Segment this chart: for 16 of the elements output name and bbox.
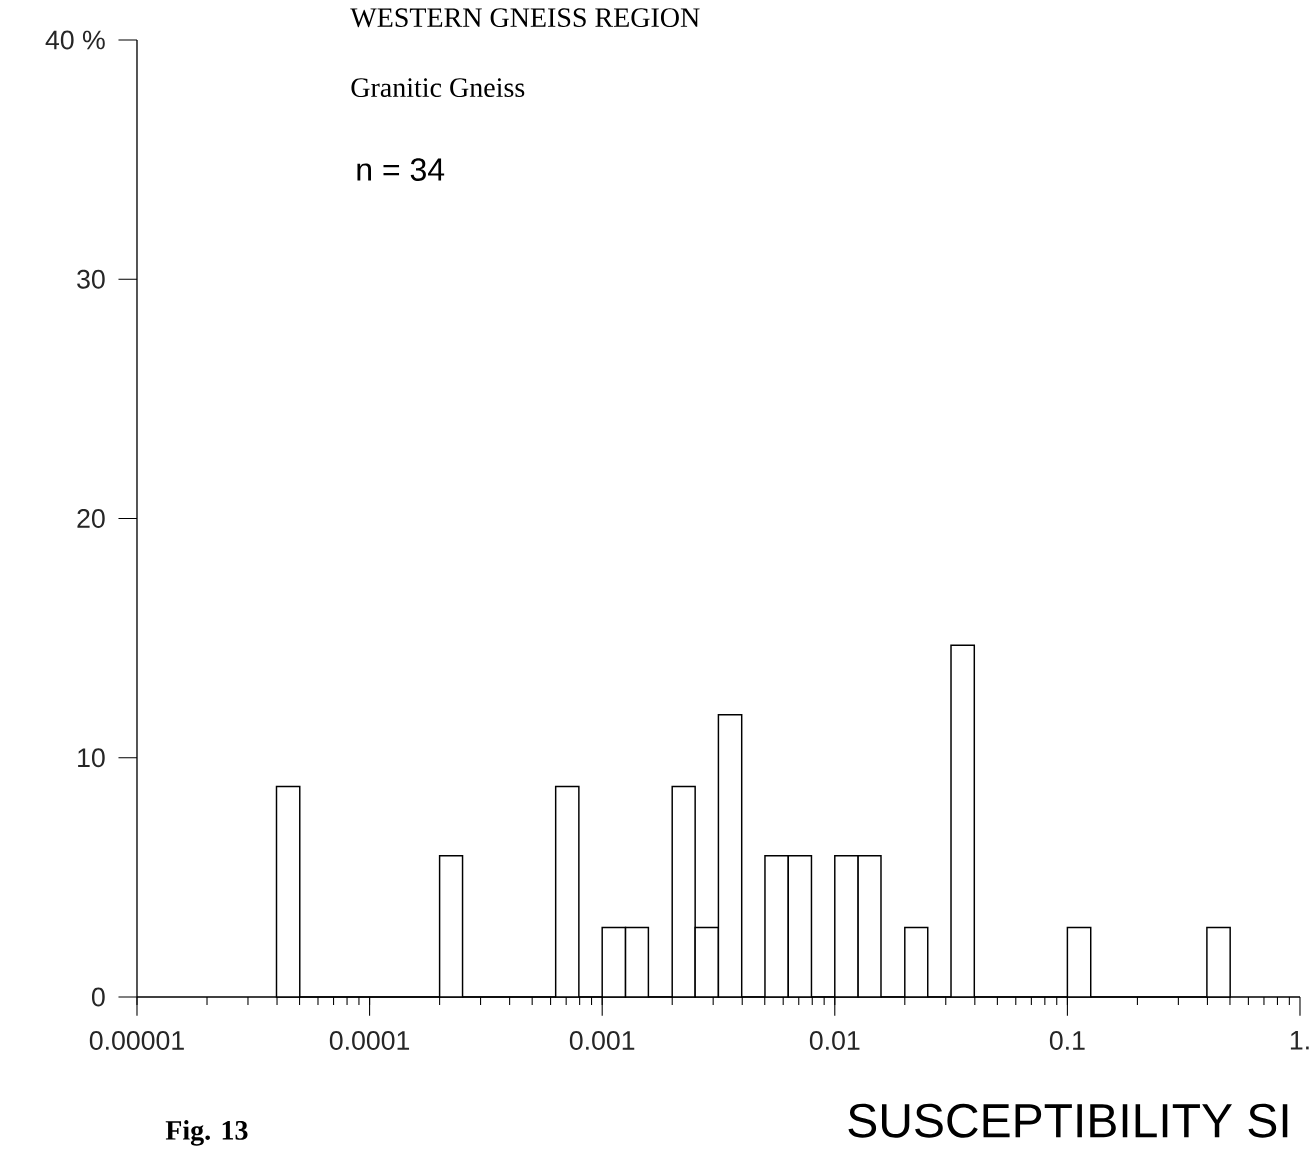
- y-tick-label: 0: [91, 987, 105, 1007]
- x-tick-label: 0.001: [569, 1031, 635, 1050]
- x-tick-label: 0.0001: [329, 1031, 410, 1050]
- y-tick-label: 30: [77, 269, 105, 289]
- y-tick-label: 20: [77, 509, 105, 528]
- x-tick-label: 0.1: [1049, 1031, 1085, 1050]
- text: Fig. 13: [165, 1120, 248, 1146]
- y-tick-label: 10: [78, 748, 105, 768]
- text: Granitic Gneiss: [351, 78, 525, 98]
- chart-title: WESTERN GNEISS REGION: [350, 8, 700, 28]
- x-tick-label: 0.01: [809, 1031, 860, 1050]
- x-axis-title: SUSCEPTIBILITY SI: [848, 1103, 1288, 1138]
- y-tick-label: 40 %: [45, 30, 105, 50]
- x-tick-label: 1.: [1290, 1031, 1309, 1050]
- x-tick-label: 0.00001: [89, 1031, 184, 1050]
- annotation: n = 34: [357, 158, 445, 181]
